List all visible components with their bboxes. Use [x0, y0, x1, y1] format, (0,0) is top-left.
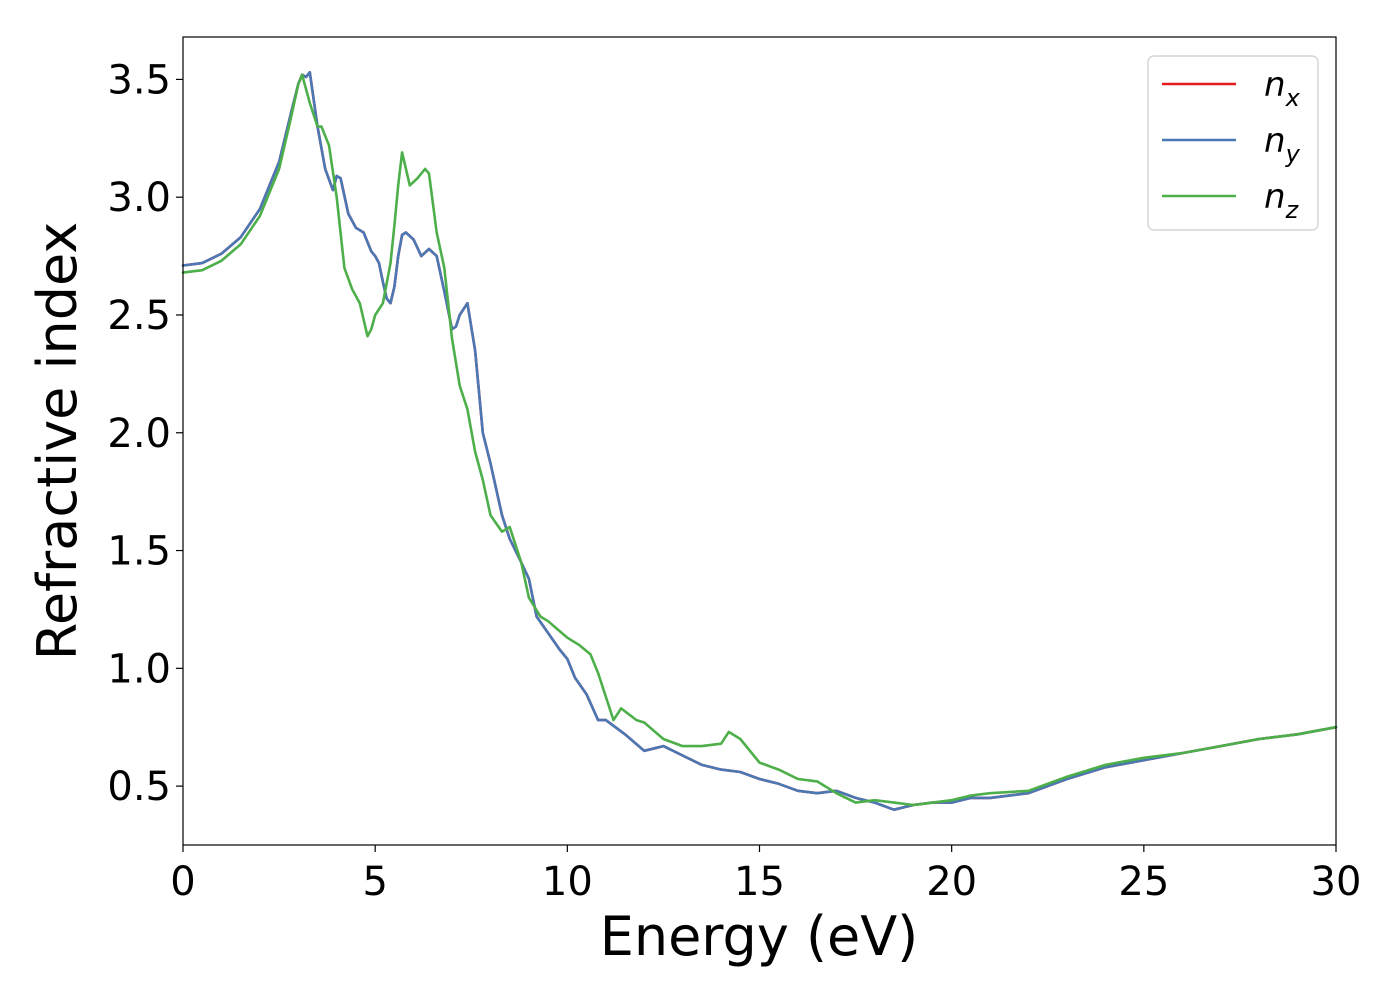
x-tick-label: 15	[734, 859, 785, 905]
series-line-n-z	[181, 73, 1338, 807]
x-axis-label: Energy (eV)	[600, 905, 919, 968]
y-tick-label: 0.5	[107, 764, 171, 810]
x-tick-label: 25	[1118, 859, 1169, 905]
legend-box	[1147, 55, 1319, 231]
x-tick-label: 30	[1311, 859, 1362, 905]
y-tick-label: 1.0	[107, 646, 171, 692]
y-tick-label: 2.5	[107, 293, 171, 339]
y-tick-label: 1.5	[107, 529, 171, 575]
y-tick-label: 3.0	[107, 175, 171, 221]
x-tick-label: 20	[926, 859, 977, 905]
x-tick-label: 10	[542, 859, 593, 905]
x-tick-label: 5	[362, 859, 387, 905]
x-tick-label: 0	[170, 859, 195, 905]
series-layer	[181, 71, 1338, 812]
y-tick-label: 2.0	[107, 411, 171, 457]
ticks-layer: 0 5 10 15 20 25 30 0.5 1.0 1.5 2.0 2.5 3.0 3.5	[107, 57, 1361, 905]
y-tick-label: 3.5	[107, 57, 171, 103]
y-axis-label: Refractive index	[26, 222, 89, 661]
